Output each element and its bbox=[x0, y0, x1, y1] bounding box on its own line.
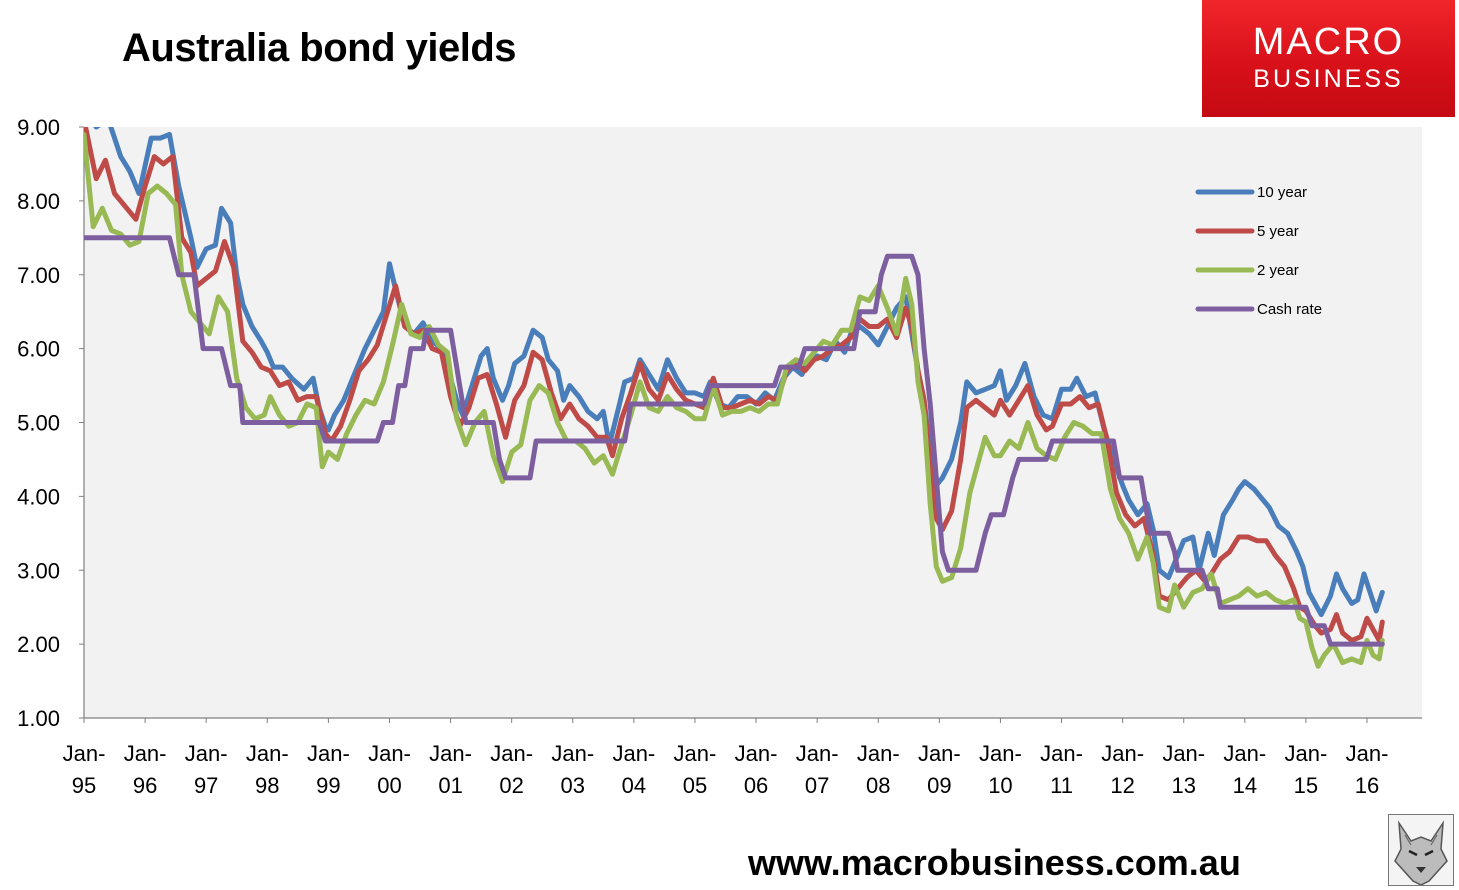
x-tick-label-year: 98 bbox=[255, 773, 279, 798]
series-line-cash-rate bbox=[84, 235, 1385, 647]
logo-line-2: BUSINESS bbox=[1253, 65, 1404, 93]
x-tick-label-month: Jan- bbox=[735, 741, 778, 766]
x-tick-label-year: 99 bbox=[316, 773, 340, 798]
x-tick-label-year: 01 bbox=[438, 773, 462, 798]
footer-url[interactable]: www.macrobusiness.com.au bbox=[748, 842, 1241, 883]
x-tick-label-month: Jan- bbox=[124, 741, 167, 766]
x-tick-label-year: 03 bbox=[561, 773, 585, 798]
x-tick-label-year: 13 bbox=[1171, 773, 1195, 798]
x-tick-label-month: Jan- bbox=[857, 741, 900, 766]
axes: 1.00 2.00 3.00 4.00 5.00 6.00 7.00 8.00 9.00 Jan-… bbox=[17, 115, 1422, 798]
x-tick-label-month: Jan- bbox=[551, 741, 594, 766]
x-tick-label-month: Jan- bbox=[612, 741, 655, 766]
x-tick-label-month: Jan- bbox=[185, 741, 228, 766]
x-tick-label-year: 96 bbox=[133, 773, 157, 798]
x-tick-label-year: 04 bbox=[622, 773, 646, 798]
series-layer bbox=[84, 127, 1385, 669]
x-tick-label-month: Jan- bbox=[1162, 741, 1205, 766]
x-tick-label-month: Jan- bbox=[490, 741, 533, 766]
x-tick-label-month: Jan- bbox=[246, 741, 289, 766]
y-tick-label: 1.00 bbox=[17, 706, 60, 731]
logo-line-1: MACRO bbox=[1252, 21, 1405, 63]
x-tick-label-year: 12 bbox=[1110, 773, 1134, 798]
x-tick-label-year: 11 bbox=[1050, 773, 1073, 798]
x-tick-label-year: 10 bbox=[988, 773, 1012, 798]
y-tick-label: 9.00 bbox=[17, 115, 60, 140]
legend: 10 year 5 year 2 year Cash rate bbox=[1195, 184, 1322, 318]
x-tick-label-year: 05 bbox=[683, 773, 707, 798]
legend-label: 2 year bbox=[1257, 262, 1299, 279]
x-tick-label-month: Jan- bbox=[979, 741, 1022, 766]
macrobusiness-logo: MACRO BUSINESS bbox=[1202, 0, 1455, 117]
y-tick-label: 7.00 bbox=[17, 263, 60, 288]
x-tick-label-year: 00 bbox=[377, 773, 401, 798]
wolf-logo-icon bbox=[1388, 814, 1454, 886]
y-tick-label: 2.00 bbox=[17, 632, 60, 657]
y-tick-label: 5.00 bbox=[17, 411, 60, 436]
x-tick-label-year: 09 bbox=[927, 773, 951, 798]
x-tick-label-month: Jan- bbox=[1346, 741, 1389, 766]
y-tick-label: 8.00 bbox=[17, 189, 60, 214]
x-tick-label-month: Jan- bbox=[1285, 741, 1328, 766]
legend-label: 5 year bbox=[1257, 223, 1299, 240]
y-tick-label: 3.00 bbox=[17, 558, 60, 583]
x-tick-label-month: Jan- bbox=[1040, 741, 1083, 766]
x-tick-label-year: 06 bbox=[744, 773, 768, 798]
series-line-2-year bbox=[84, 131, 1385, 669]
x-tick-label-month: Jan- bbox=[429, 741, 472, 766]
x-tick-label-year: 14 bbox=[1233, 773, 1257, 798]
x-tick-label-month: Jan- bbox=[307, 741, 350, 766]
legend-label: 10 year bbox=[1257, 184, 1307, 201]
x-tick-label-year: 08 bbox=[866, 773, 890, 798]
x-tick-label-year: 97 bbox=[194, 773, 218, 798]
x-tick-label-year: 16 bbox=[1355, 773, 1379, 798]
x-tick-label-year: 15 bbox=[1294, 773, 1318, 798]
y-tick-label: 4.00 bbox=[17, 484, 60, 509]
chart-title: Australia bond yields bbox=[122, 26, 517, 70]
x-tick-label-month: Jan- bbox=[674, 741, 717, 766]
y-tick-label: 6.00 bbox=[17, 337, 60, 362]
legend-label: Cash rate bbox=[1257, 301, 1322, 318]
x-tick-label-month: Jan- bbox=[1223, 741, 1266, 766]
x-tick-label-month: Jan- bbox=[1101, 741, 1144, 766]
x-tick-label-year: 07 bbox=[805, 773, 829, 798]
x-tick-label-year: 95 bbox=[72, 773, 96, 798]
x-tick-label-month: Jan- bbox=[63, 741, 106, 766]
series-line-5-year bbox=[84, 127, 1385, 643]
x-tick-label-month: Jan- bbox=[368, 741, 411, 766]
x-tick-label-month: Jan- bbox=[918, 741, 961, 766]
x-tick-label-month: Jan- bbox=[796, 741, 839, 766]
x-tick-label-year: 02 bbox=[499, 773, 523, 798]
